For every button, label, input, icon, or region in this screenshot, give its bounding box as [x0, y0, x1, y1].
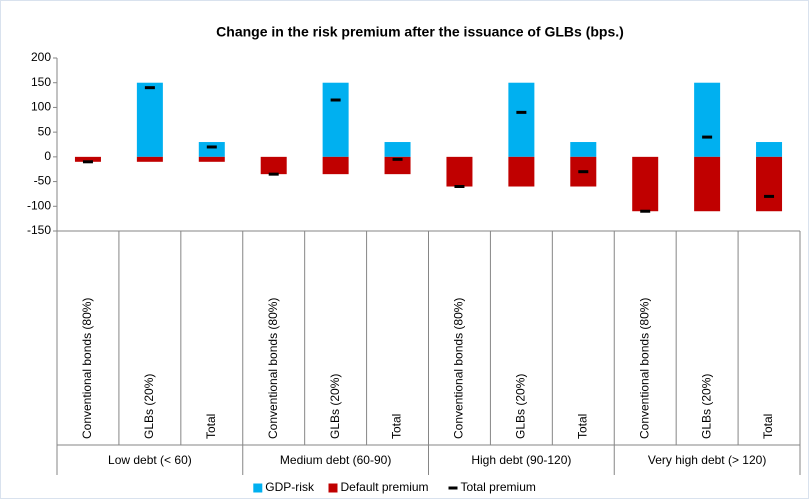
- x-tick-label: Conventional bonds (80%): [80, 298, 94, 439]
- bar: [756, 142, 783, 157]
- x-tick-label: GLBs (20%): [514, 374, 528, 439]
- bar: [570, 142, 597, 157]
- y-tick-label: 200: [31, 50, 51, 64]
- y-tick-label: 100: [31, 100, 51, 114]
- group-label: Low debt (< 60): [108, 453, 192, 467]
- legend-label: GDP-risk: [265, 480, 315, 494]
- chart-title: Change in the risk premium after the iss…: [216, 24, 624, 40]
- x-tick-label: Total: [390, 414, 404, 439]
- group-label: Very high debt (> 120): [648, 453, 766, 467]
- legend-label: Total premium: [461, 480, 536, 494]
- y-tick-label: -150: [27, 223, 51, 237]
- y-tick-label: 50: [38, 124, 52, 138]
- x-tick-label: Conventional bonds (80%): [452, 298, 466, 439]
- x-tick-label: Conventional bonds (80%): [266, 298, 280, 439]
- group-label: High debt (90-120): [471, 453, 571, 467]
- bar: [756, 156, 783, 212]
- x-tick-label: GLBs (20%): [328, 374, 342, 439]
- y-tick-label: -100: [27, 198, 51, 212]
- legend-label: Default premium: [341, 480, 429, 494]
- group-label: Medium debt (60-90): [280, 453, 391, 467]
- x-tick-label: GLBs (20%): [699, 374, 713, 439]
- bar: [694, 156, 721, 212]
- y-tick-label: -50: [34, 174, 52, 188]
- bar: [198, 142, 225, 157]
- bar: [632, 156, 659, 212]
- x-tick-label: Total: [761, 414, 775, 439]
- bar: [198, 156, 225, 162]
- bar: [136, 156, 163, 162]
- bar: [694, 82, 721, 157]
- y-tick-label: 0: [44, 149, 51, 163]
- bar: [508, 156, 535, 187]
- legend-swatch: [253, 483, 263, 493]
- y-tick-label: 150: [31, 75, 51, 89]
- bar: [384, 156, 411, 175]
- x-tick-label: Total: [575, 414, 589, 439]
- bar: [322, 156, 349, 175]
- bar: [322, 82, 349, 157]
- x-tick-label: Total: [204, 414, 218, 439]
- bar: [260, 156, 287, 175]
- x-tick-label: GLBs (20%): [142, 374, 156, 439]
- bar: [74, 156, 101, 162]
- bar: [446, 156, 473, 187]
- legend-swatch: [328, 483, 338, 493]
- x-tick-label: Conventional bonds (80%): [637, 298, 651, 439]
- bar: [508, 82, 535, 157]
- bar: [136, 82, 163, 157]
- bar: [384, 142, 411, 157]
